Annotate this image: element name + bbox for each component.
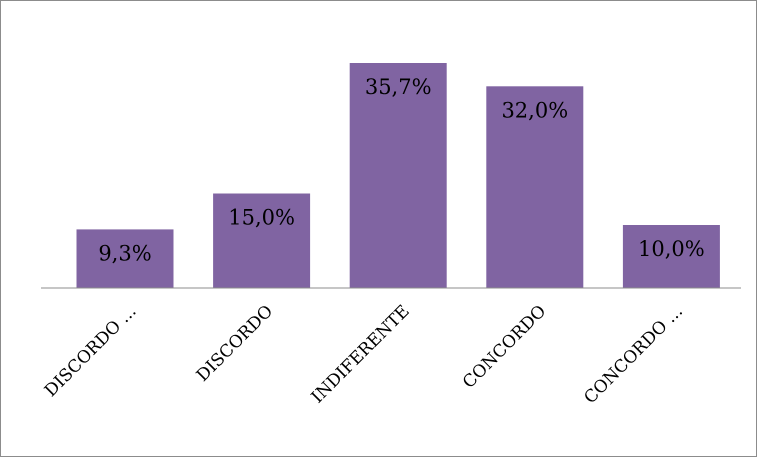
bars-layer <box>76 63 720 288</box>
data-label-5: 10,0% <box>638 237 705 261</box>
data-labels-layer: 9,3% 15,0% 35,7% 32,0% 10,0% <box>98 75 704 265</box>
bar-4 <box>486 86 584 288</box>
x-tick-label-3: INDIFERENTE <box>308 301 414 407</box>
bar-5 <box>622 225 720 288</box>
data-label-1: 9,3% <box>98 241 151 265</box>
data-label-2: 15,0% <box>228 206 295 230</box>
x-tick-label-2: DISCORDO <box>193 301 277 385</box>
tick-labels-layer: DISCORDO ... DISCORDO INDIFERENTE CONCORDO C… <box>41 301 687 408</box>
x-tick-label-5: CONCORDO ... <box>580 301 687 408</box>
bar-1 <box>76 229 174 288</box>
x-tick-label-1: DISCORDO ... <box>41 301 141 401</box>
bar-3 <box>349 63 447 288</box>
data-label-4: 32,0% <box>501 98 568 122</box>
data-label-3: 35,7% <box>365 75 432 99</box>
bar-2 <box>213 193 311 288</box>
x-tick-label-4: CONCORDO <box>459 301 550 392</box>
